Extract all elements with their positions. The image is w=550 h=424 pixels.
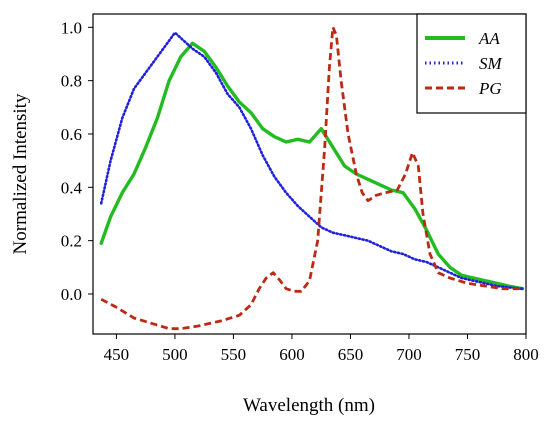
x-tick-label: 600 bbox=[279, 345, 305, 364]
y-tick-label: 1.0 bbox=[61, 18, 82, 37]
legend-label-aa: AA bbox=[478, 29, 500, 48]
series-line-sm bbox=[99, 31, 524, 291]
legend: AA SM PG bbox=[416, 13, 527, 114]
x-tick-label: 650 bbox=[338, 345, 364, 364]
series-layer bbox=[99, 25, 525, 331]
x-tick-label: 700 bbox=[396, 345, 422, 364]
y-tick-label: 0.0 bbox=[61, 285, 82, 304]
x-axis-title: Wavelength (nm) bbox=[243, 395, 375, 416]
x-tick-label: 750 bbox=[455, 345, 481, 364]
legend-box bbox=[416, 13, 527, 114]
ticks-layer: 450 500 550 600 650 700 750 800 0.0 0.2 0.4 0.6 0.8 1… bbox=[61, 18, 539, 364]
legend-label-sm: SM bbox=[479, 54, 503, 73]
y-tick-label: 0.6 bbox=[61, 125, 82, 144]
x-tick-label: 550 bbox=[221, 345, 247, 364]
x-tick-label: 800 bbox=[513, 345, 539, 364]
y-axis-title: Normalized Intensity bbox=[10, 93, 31, 254]
y-tick-label: 0.8 bbox=[61, 72, 82, 91]
x-tick-label: 500 bbox=[162, 345, 188, 364]
legend-label-pg: PG bbox=[478, 79, 502, 98]
x-tick-label: 450 bbox=[104, 345, 130, 364]
y-tick-label: 0.4 bbox=[61, 178, 83, 197]
plot-frame bbox=[92, 13, 527, 335]
series-line-pg bbox=[100, 25, 523, 331]
y-tick-label: 0.2 bbox=[61, 232, 82, 251]
series-line-aa bbox=[99, 41, 525, 291]
